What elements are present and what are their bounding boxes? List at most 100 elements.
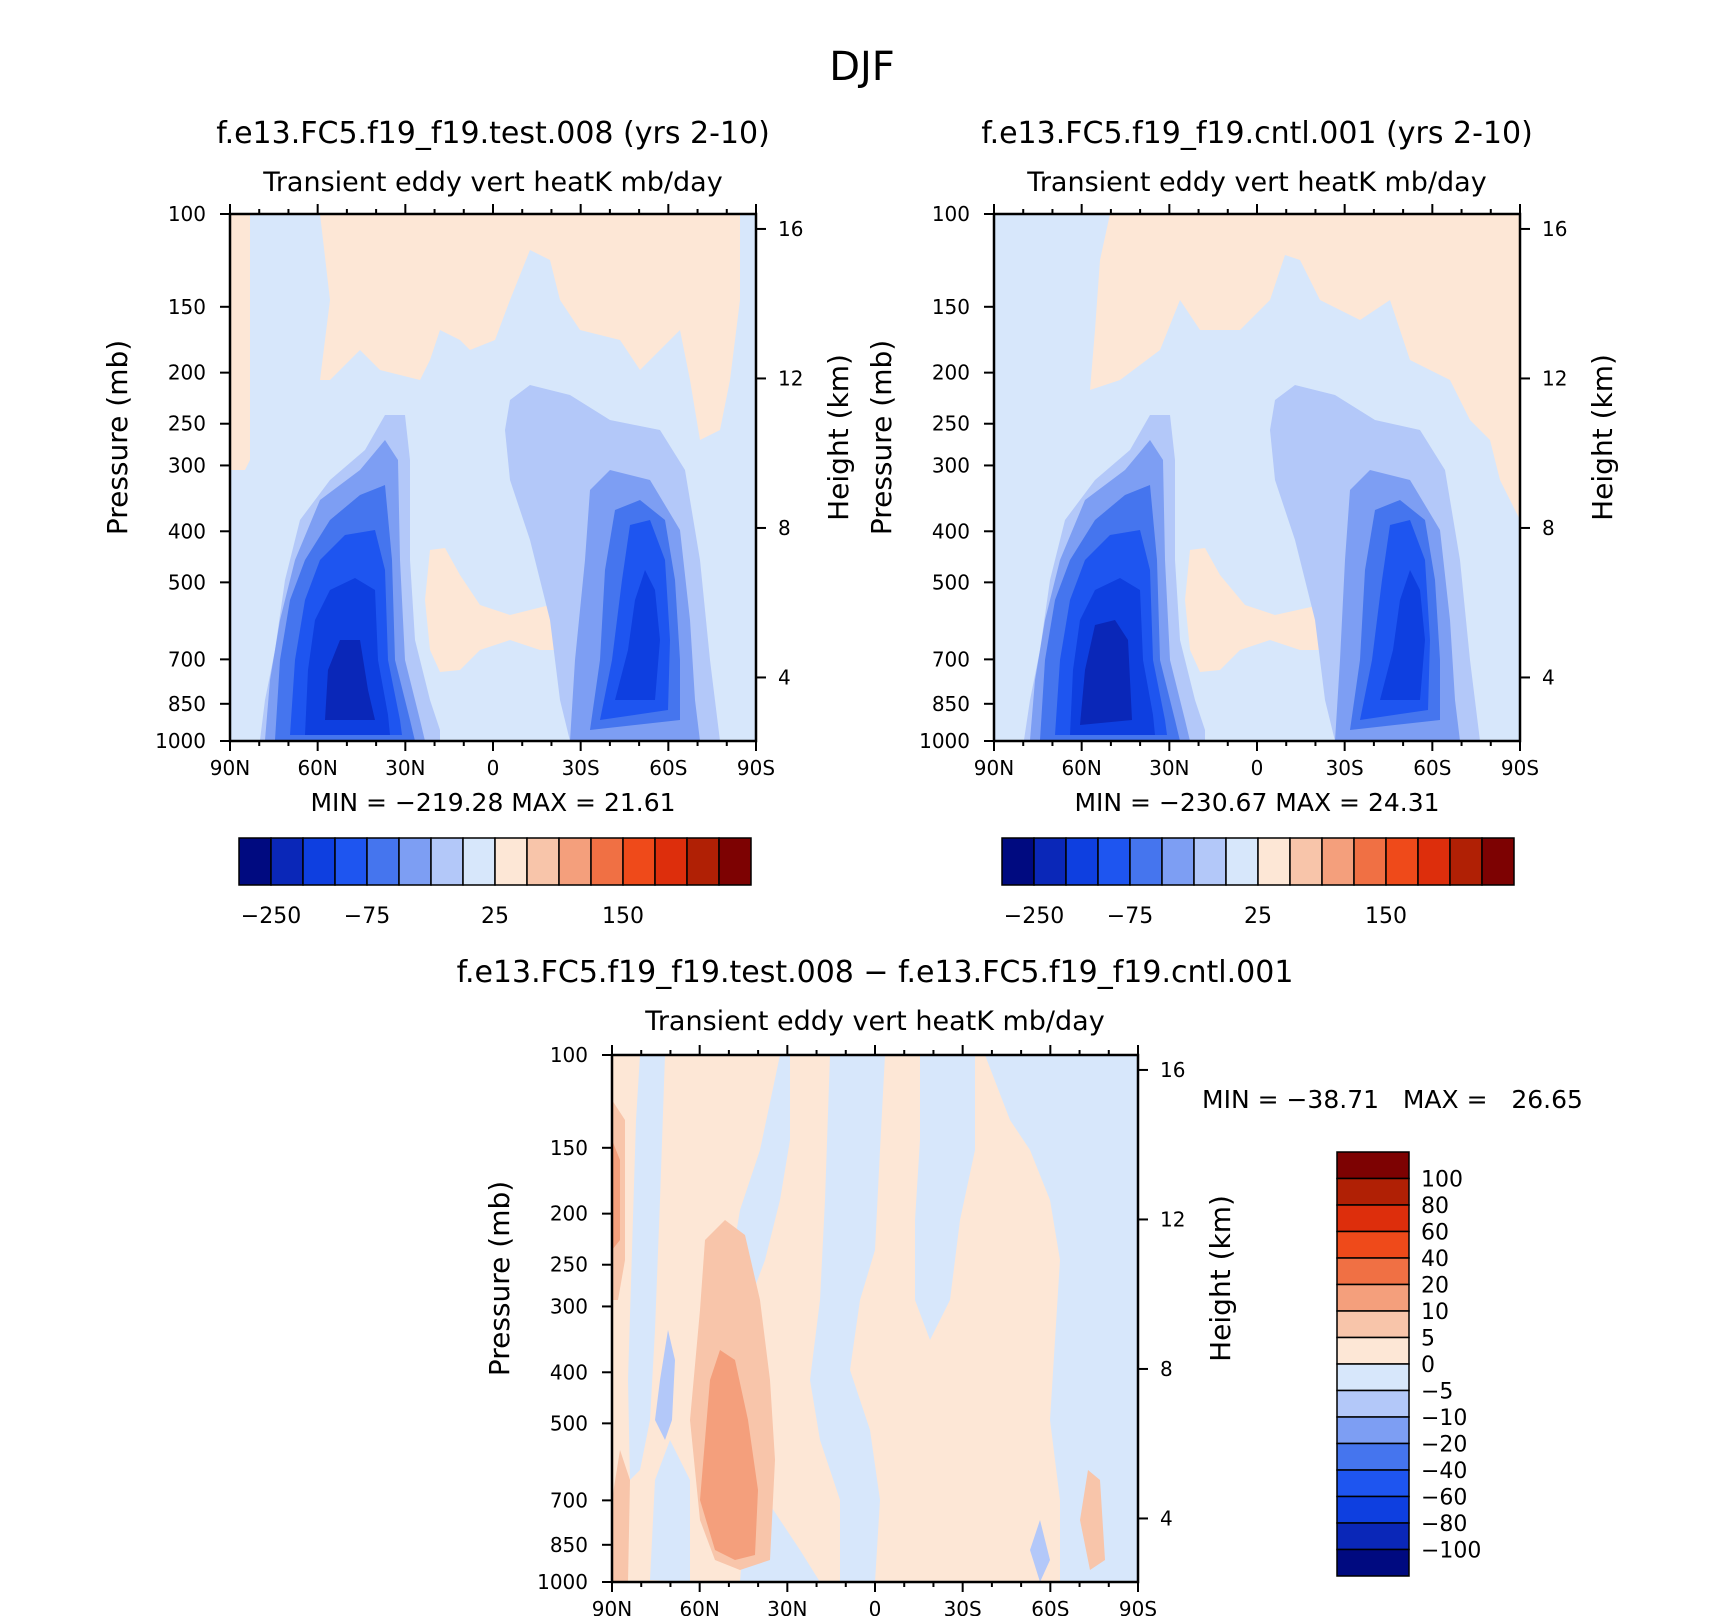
- y2-tick-label: 4: [1160, 1506, 1173, 1530]
- colorbar-swatch: [1336, 1336, 1410, 1365]
- x-tick-label: 60S: [649, 756, 687, 780]
- colorbar-label: 100: [1421, 1168, 1463, 1193]
- colorbar-swatch: [1353, 837, 1387, 886]
- y-axis-label: Pressure (mb): [865, 340, 898, 535]
- panel-title: f.e13.FC5.f19_f19.test.008 (yrs 2-10): [216, 116, 770, 151]
- colorbar-swatch: [1336, 1469, 1410, 1498]
- colorbars: −250 −75 25 150 −250 −75 25 150100806040201050−…: [238, 837, 1515, 1577]
- y-tick-label: 200: [168, 361, 206, 385]
- colorbar-label: −5: [1421, 1380, 1453, 1405]
- y-tick-label: 850: [550, 1533, 588, 1557]
- colorbar-swatch: [1225, 837, 1259, 886]
- colorbar-swatch: [1336, 1389, 1410, 1418]
- y-tick-label: 500: [932, 570, 970, 594]
- colorbar-swatch: [1336, 1495, 1410, 1524]
- figure-title: DJF: [829, 44, 895, 90]
- colorbar-swatch: [1449, 837, 1483, 886]
- colorbar-swatch: [1161, 837, 1195, 886]
- y2-axis-label: Height (km): [1204, 1195, 1237, 1362]
- x-tick-label: 60S: [1413, 756, 1451, 780]
- colorbar-swatch: [558, 837, 592, 886]
- plot-axes: 100 150 200 250 300 400 500 700 850 1000 16 12 8 4 90N…: [101, 202, 855, 817]
- colorbar-swatch: [1336, 1442, 1410, 1471]
- colorbar-swatch: [654, 837, 688, 886]
- colorbar-swatch: [366, 837, 400, 886]
- panel-title: f.e13.FC5.f19_f19.cntl.001 (yrs 2-10): [981, 116, 1533, 151]
- colorbar-label: 25: [1244, 904, 1272, 929]
- panel-difference: f.e13.FC5.f19_f19.test.008 − f.e13.FC5.f…: [457, 955, 1583, 1582]
- colorbar-swatch: [1336, 1257, 1410, 1286]
- y-tick-label: 300: [932, 453, 970, 477]
- colorbar-label: 150: [1365, 904, 1407, 929]
- y-tick-label: 150: [550, 1136, 588, 1160]
- x-tick-label: 60S: [1031, 1597, 1069, 1616]
- colorbar-label: −250: [241, 904, 301, 929]
- contour-field: [994, 214, 1520, 741]
- y-tick-label: 400: [932, 519, 970, 543]
- y-tick-label: 150: [168, 295, 206, 319]
- axes: 100150200250300400500700850100016128490N…: [101, 202, 1619, 1616]
- x-tick-label: 30S: [562, 756, 600, 780]
- colorbar-swatch: [1481, 837, 1515, 886]
- colorbar-swatch: [334, 837, 368, 886]
- panel-control: f.e13.FC5.f19_f19.cntl.001 (yrs 2-10) Tr…: [981, 116, 1533, 741]
- x-tick-label: 90N: [974, 756, 1014, 780]
- contour-field: [230, 214, 756, 741]
- colorbar-swatch: [1097, 837, 1131, 886]
- y2-tick-label: 4: [1542, 665, 1555, 689]
- colorbar-label: −250: [1004, 904, 1064, 929]
- colorbar-swatch: [430, 837, 464, 886]
- y-tick-label: 100: [932, 202, 970, 226]
- colorbar-label: −40: [1421, 1459, 1467, 1484]
- colorbar-swatch: [1336, 1151, 1410, 1180]
- colorbar-swatch: [1336, 1177, 1410, 1206]
- colorbar-swatch: [1336, 1230, 1410, 1259]
- y-tick-label: 200: [932, 361, 970, 385]
- x-tick-label: 30N: [385, 756, 425, 780]
- y-tick-label: 700: [550, 1488, 588, 1512]
- y-tick-label: 500: [550, 1411, 588, 1435]
- y2-axis-label: Height (km): [1586, 354, 1619, 521]
- colorbar-label: −75: [1107, 904, 1153, 929]
- x-tick-label: 30N: [1149, 756, 1189, 780]
- colorbar-swatch: [1257, 837, 1291, 886]
- y-tick-label: 700: [932, 647, 970, 671]
- colorbar-swatch: [302, 837, 336, 886]
- colorbar-swatch: [1336, 1522, 1410, 1551]
- colorbar-swatch: [270, 837, 304, 886]
- y-axis-label: Pressure (mb): [483, 1181, 516, 1376]
- colorbar-label: −100: [1421, 1539, 1481, 1564]
- panel-subtitle: Transient eddy vert heatK mb/day: [262, 167, 722, 198]
- y-tick-label: 250: [168, 412, 206, 436]
- colorbar-swatch: [1336, 1363, 1410, 1392]
- colorbar-swatch: [1193, 837, 1227, 886]
- y2-tick-label: 16: [1160, 1058, 1185, 1082]
- colorbar-label: 0: [1421, 1353, 1435, 1378]
- colorbar-swatch: [1129, 837, 1163, 886]
- y-tick-label: 100: [168, 202, 206, 226]
- colorbar-label: 25: [481, 904, 509, 929]
- y-tick-label: 1000: [537, 1570, 588, 1594]
- colorbar-swatch: [590, 837, 624, 886]
- colorbar-swatch: [1336, 1204, 1410, 1233]
- x-tick-label: 90S: [737, 756, 775, 780]
- x-tick-label: 90N: [592, 1597, 632, 1616]
- y-tick-label: 150: [932, 295, 970, 319]
- y2-tick-label: 12: [1542, 366, 1567, 390]
- colorbar-swatch: [1385, 837, 1419, 886]
- y2-tick-label: 8: [1542, 516, 1555, 540]
- x-tick-label: 30S: [944, 1597, 982, 1616]
- y-tick-label: 300: [168, 453, 206, 477]
- colorbar-swatch: [1417, 837, 1451, 886]
- y-tick-label: 300: [550, 1294, 588, 1318]
- colorbar-swatch: [526, 837, 560, 886]
- y-axis-label: Pressure (mb): [101, 340, 134, 535]
- y2-tick-label: 16: [1542, 217, 1567, 241]
- y-tick-label: 850: [932, 692, 970, 716]
- colorbar-label: 20: [1421, 1274, 1449, 1299]
- colorbar-swatch: [1033, 837, 1067, 886]
- colorbar-swatch: [718, 837, 752, 886]
- x-tick-label: 60N: [297, 756, 337, 780]
- colorbar-label: −20: [1421, 1433, 1467, 1458]
